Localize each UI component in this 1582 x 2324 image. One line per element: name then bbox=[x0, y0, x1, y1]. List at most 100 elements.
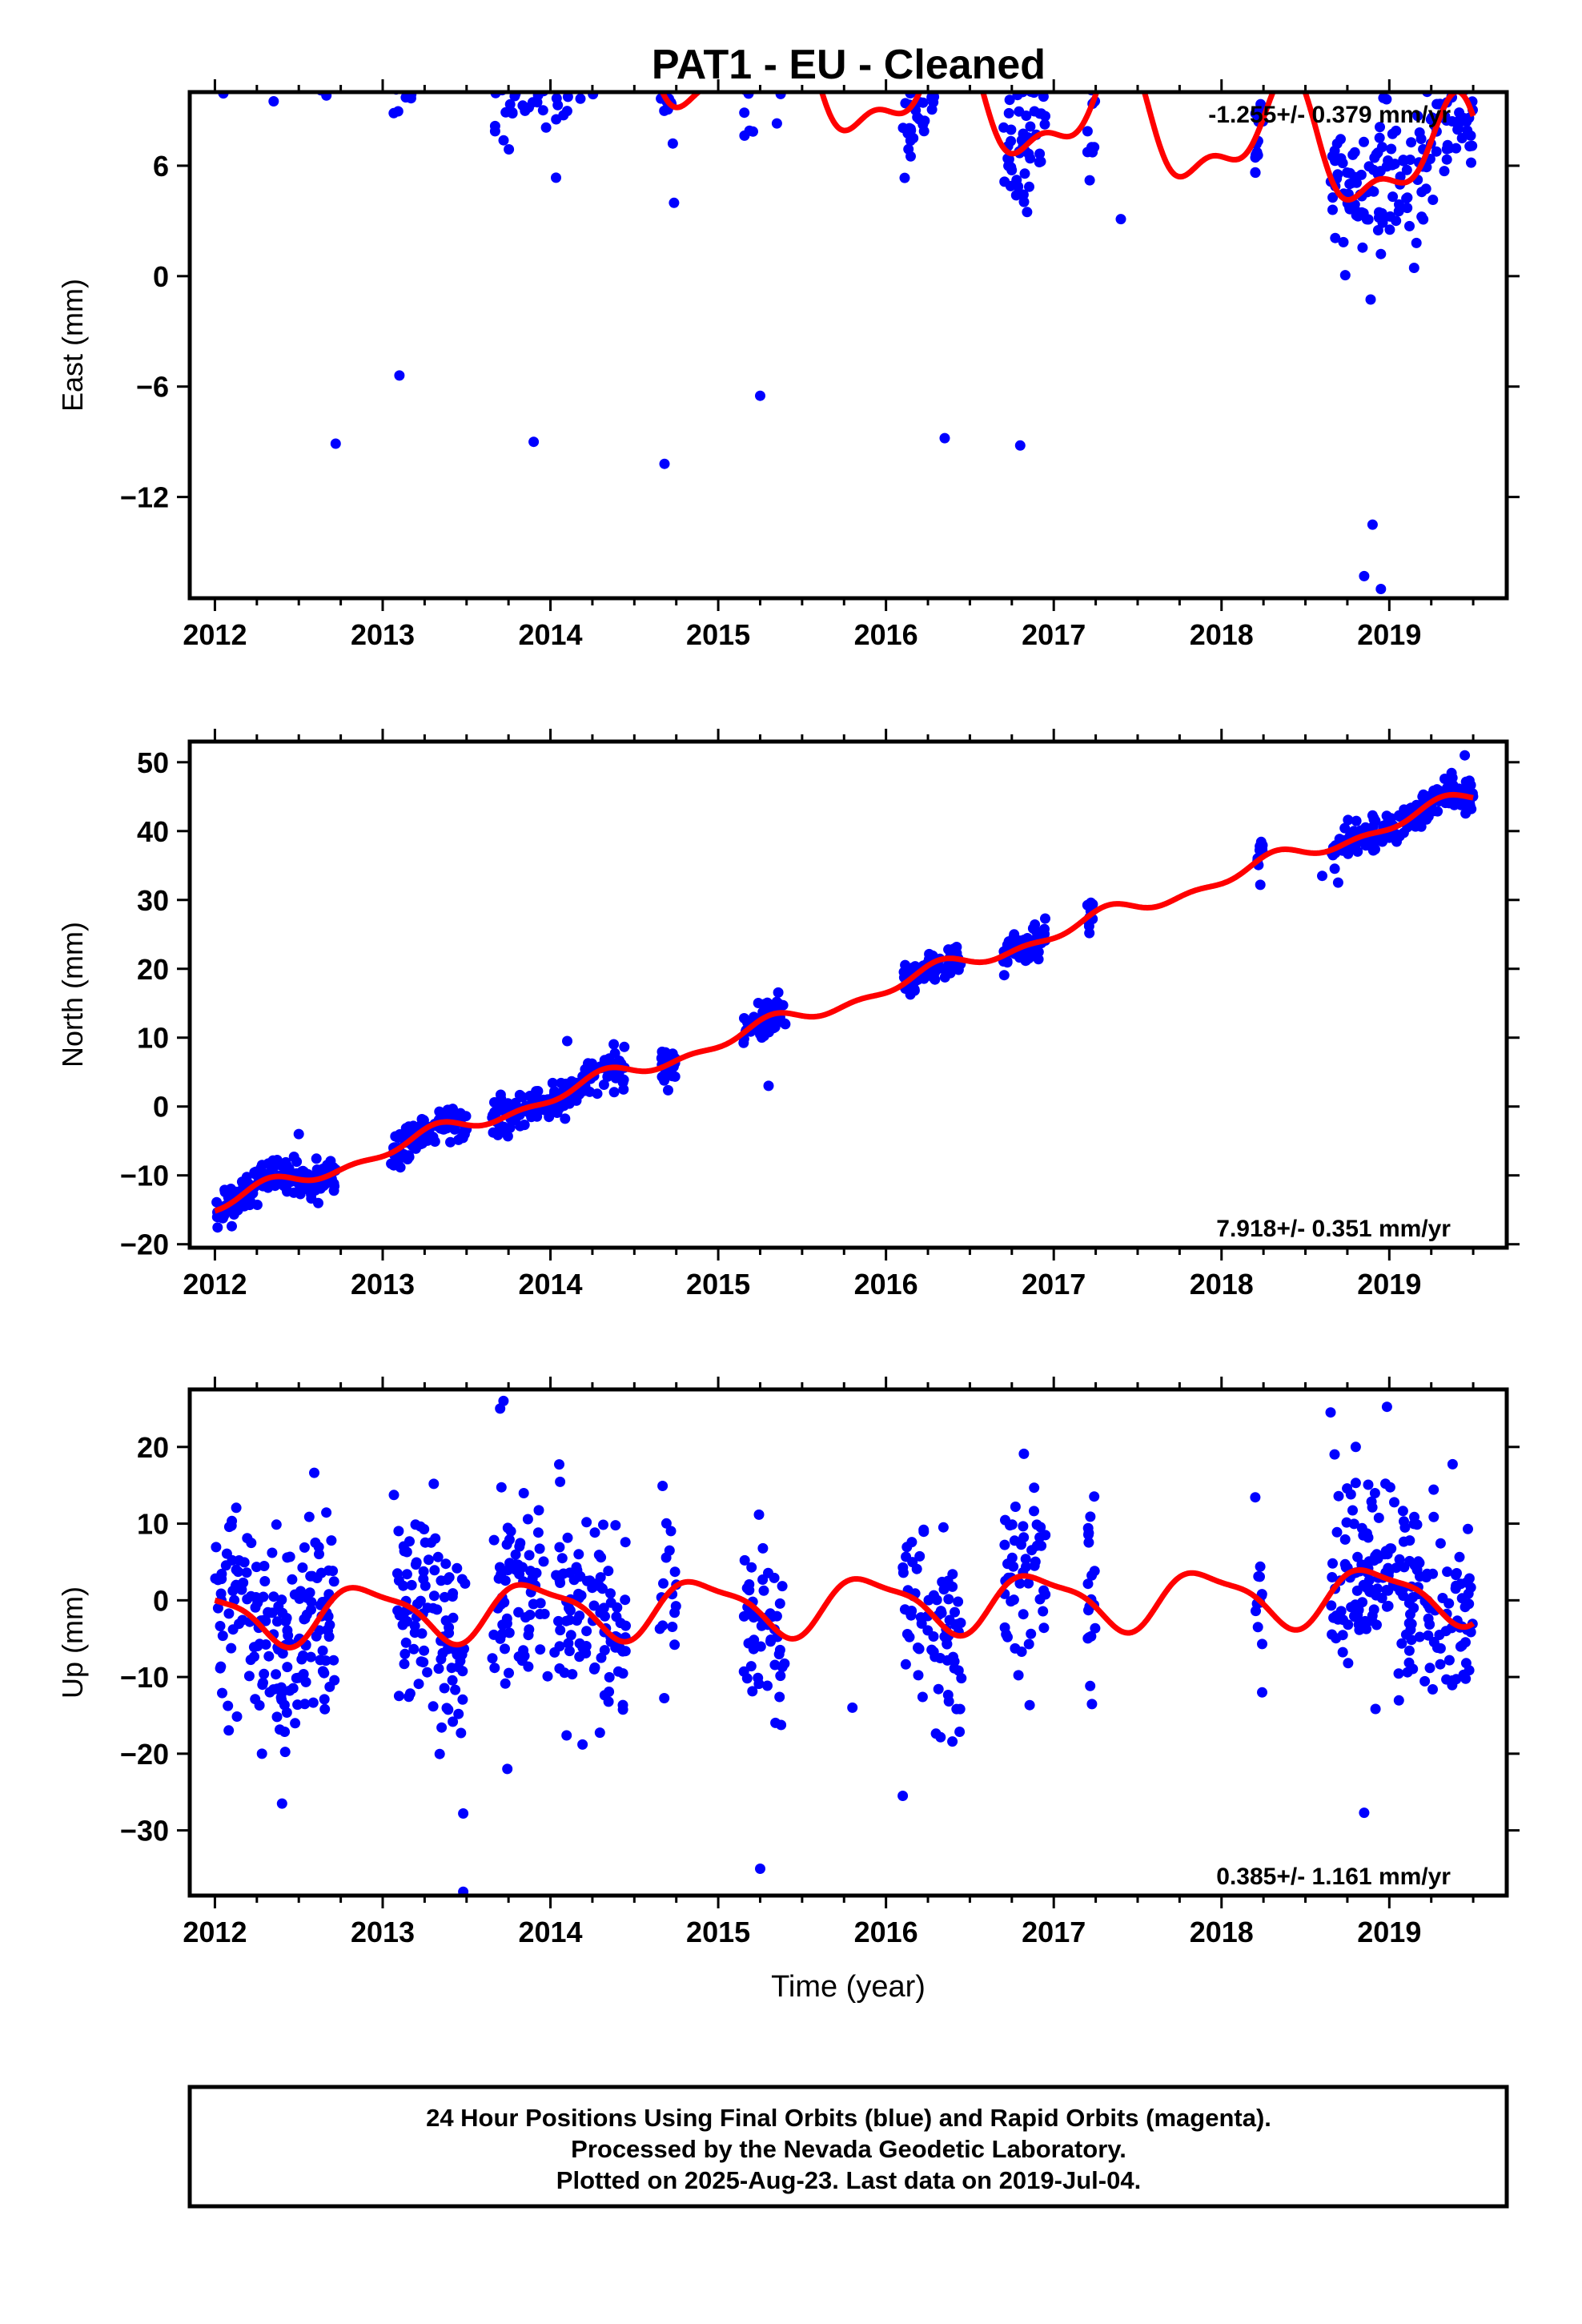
data-point bbox=[527, 97, 538, 108]
data-point bbox=[592, 1088, 603, 1100]
data-point bbox=[1376, 142, 1387, 153]
data-point bbox=[1431, 146, 1442, 157]
data-point bbox=[318, 45, 328, 55]
data-point bbox=[457, 0, 468, 10]
data-point bbox=[407, 18, 417, 28]
data-point bbox=[1018, 1609, 1029, 1620]
data-point bbox=[1465, 1582, 1476, 1593]
data-point bbox=[555, 10, 565, 21]
data-point bbox=[564, 1646, 575, 1657]
data-point bbox=[305, 2, 315, 12]
data-point bbox=[659, 1693, 670, 1703]
data-point bbox=[1397, 1506, 1408, 1517]
data-point bbox=[1333, 1490, 1344, 1502]
y-tick-label: 0 bbox=[153, 1584, 169, 1617]
data-point bbox=[439, 1591, 450, 1602]
data-point bbox=[311, 1153, 322, 1164]
data-point bbox=[562, 92, 573, 103]
data-point bbox=[1452, 1568, 1462, 1578]
data-point bbox=[512, 30, 523, 41]
data-point bbox=[563, 70, 573, 81]
data-point bbox=[452, 1562, 463, 1574]
data-point bbox=[528, 11, 539, 22]
data-point bbox=[534, 77, 544, 87]
data-point bbox=[1340, 1562, 1351, 1573]
data-point bbox=[299, 1699, 311, 1710]
data-point bbox=[1016, 135, 1027, 146]
data-point bbox=[1038, 1585, 1050, 1596]
data-point bbox=[901, 1542, 913, 1553]
data-point bbox=[1255, 1571, 1265, 1582]
data-point bbox=[422, 1667, 433, 1678]
data-point bbox=[1009, 1535, 1020, 1546]
data-point bbox=[1391, 1562, 1402, 1574]
data-point bbox=[1401, 164, 1412, 175]
data-point bbox=[597, 22, 608, 33]
data-point bbox=[1358, 1579, 1369, 1590]
data-point bbox=[585, 74, 596, 85]
data-point bbox=[268, 1591, 279, 1602]
data-point bbox=[547, 1077, 558, 1088]
data-point bbox=[311, 10, 321, 20]
data-point bbox=[211, 24, 222, 34]
data-point bbox=[1424, 1663, 1435, 1674]
data-point bbox=[397, 1619, 408, 1630]
data-point bbox=[1439, 166, 1450, 177]
data-point bbox=[397, 0, 408, 3]
data-point bbox=[219, 28, 230, 38]
data-point bbox=[1034, 148, 1046, 159]
data-point bbox=[596, 51, 607, 62]
x-tick-label: 2018 bbox=[1190, 618, 1254, 651]
data-point bbox=[777, 14, 788, 25]
data-point bbox=[1351, 815, 1362, 826]
data-point bbox=[328, 1178, 339, 1189]
data-point bbox=[1018, 1532, 1030, 1543]
data-point bbox=[1329, 863, 1340, 875]
data-point bbox=[319, 1694, 330, 1705]
y-tick-label: −30 bbox=[120, 1815, 169, 1848]
data-point bbox=[657, 1481, 669, 1491]
data-point bbox=[1359, 570, 1370, 581]
data-point bbox=[764, 5, 774, 15]
data-point bbox=[1393, 1668, 1404, 1679]
data-point bbox=[504, 99, 516, 110]
data-point bbox=[772, 0, 782, 8]
data-point bbox=[774, 1598, 785, 1609]
data-point bbox=[617, 1646, 628, 1657]
data-point bbox=[399, 1546, 410, 1557]
data-point bbox=[535, 1609, 545, 1619]
data-point bbox=[301, 1609, 312, 1620]
data-point bbox=[327, 61, 337, 71]
data-point bbox=[538, 1556, 549, 1567]
data-point bbox=[935, 1731, 946, 1743]
data-point bbox=[489, 120, 500, 131]
data-point bbox=[915, 25, 926, 35]
data-point bbox=[310, 1184, 321, 1196]
x-tick-label: 2017 bbox=[1022, 1268, 1086, 1301]
data-point bbox=[1339, 270, 1351, 281]
data-point bbox=[317, 17, 327, 27]
data-point bbox=[452, 1662, 464, 1673]
data-point bbox=[1415, 1571, 1425, 1582]
data-point bbox=[1375, 122, 1385, 133]
data-point bbox=[930, 1651, 941, 1663]
data-point bbox=[1436, 73, 1447, 83]
data-point bbox=[609, 1047, 620, 1059]
data-point bbox=[741, 1673, 753, 1684]
data-point bbox=[615, 1618, 626, 1629]
data-point bbox=[570, 42, 580, 52]
data-point bbox=[917, 1691, 928, 1703]
data-point bbox=[226, 1642, 237, 1654]
data-point bbox=[1347, 1505, 1358, 1516]
data-point bbox=[259, 20, 269, 30]
data-point bbox=[1428, 1484, 1439, 1495]
data-point bbox=[939, 1631, 950, 1642]
data-point bbox=[1036, 108, 1047, 119]
y-tick-label: 40 bbox=[137, 815, 169, 848]
data-point bbox=[1082, 1578, 1094, 1590]
data-point bbox=[271, 1669, 282, 1680]
data-point bbox=[492, 74, 502, 85]
data-point bbox=[552, 1107, 563, 1118]
data-point bbox=[1085, 1511, 1096, 1522]
data-point bbox=[239, 74, 249, 84]
